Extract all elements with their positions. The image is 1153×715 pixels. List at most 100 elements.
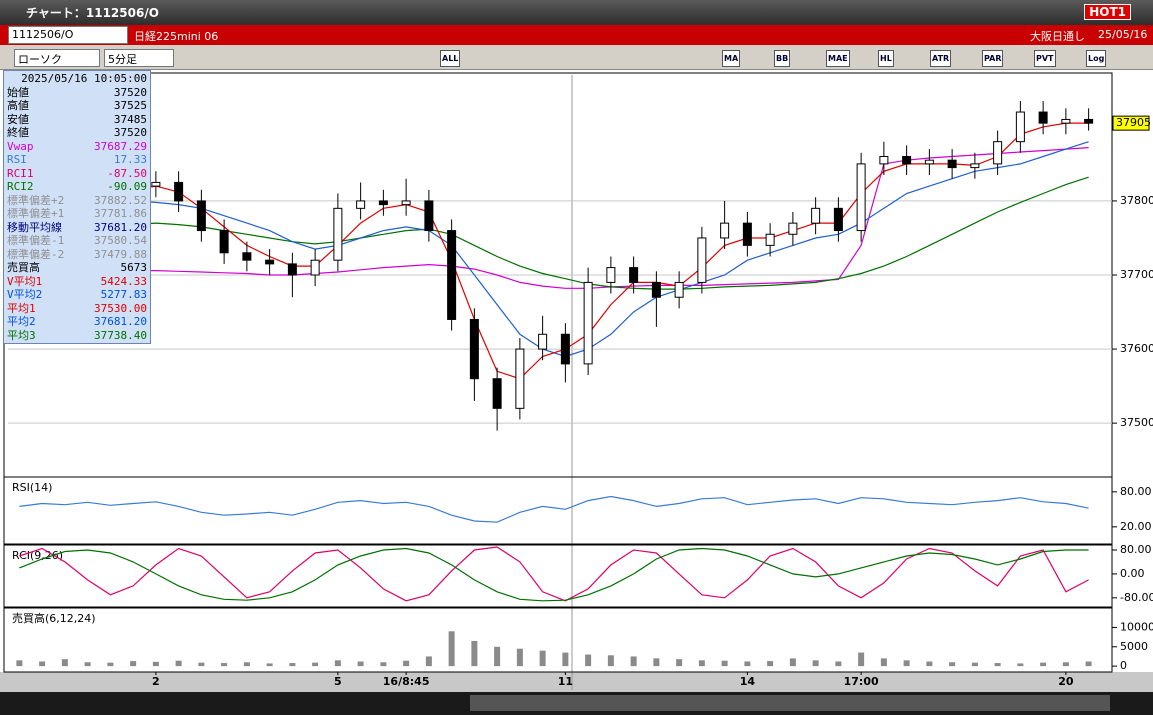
info-row: RCI2 -90.09 [7,180,147,194]
hot-badge[interactable]: HOT1 [1084,4,1131,20]
candle-body [924,159,934,165]
info-label: RCI1 [7,166,34,180]
candle-body [196,200,206,232]
panel-frame [3,476,1113,545]
symbol-combo[interactable]: 1112506/O [8,26,128,44]
candle-body [560,333,570,365]
volume-bar [562,652,569,667]
toolbar-button[interactable]: ATR [930,50,952,67]
info-label: 始値 [7,85,29,99]
info-row: 始値 37520 [7,86,147,100]
candle-body [515,348,525,409]
info-label: Vwap [7,139,34,153]
candle-body [310,259,320,276]
volume-bar [380,662,387,667]
info-value: 37882.52 [94,193,147,207]
info-label: 終値 [7,126,29,139]
volume-bar [403,660,410,667]
volume-bar [744,661,751,667]
candle-body [1084,118,1094,124]
series-line [19,547,1089,602]
toolbar-button[interactable]: ALL [440,50,461,67]
info-row: 平均1 37530.00 [7,302,147,316]
info-value: 37525 [113,99,147,112]
info-value: 37520 [113,126,147,139]
info-value: 37687.29 [94,139,147,153]
toolbar-button[interactable]: HL [878,50,894,67]
info-label: 平均1 [7,301,36,315]
instrument-name: 日経225mini 06 [134,30,219,43]
candle-body [287,263,297,276]
volume-bar [516,648,523,667]
panel-frame [3,607,1113,673]
x-tick-label: 2 [152,675,160,688]
info-row: RSI 17.33 [7,153,147,167]
volume-bar [289,663,296,667]
info-value: 37681.20 [94,220,147,234]
candle-body [492,378,502,409]
info-label: 平均2 [7,315,36,328]
candle-body [742,222,752,246]
interval-combo[interactable]: 5分足 [104,49,174,67]
candle-body [833,207,843,232]
panel-title: RSI(14) [12,481,52,494]
y-tick-label: 80.00 [1120,543,1152,556]
info-row: RCI1 -87.50 [7,167,147,181]
info-label: 標準偏差-1 [7,234,65,247]
panel-frame [3,544,1113,608]
volume-bar [1062,662,1069,667]
info-row: 標準偏差-1 37580.54 [7,234,147,248]
volume-bar [585,654,592,667]
candle-body [697,237,707,283]
info-label: V平均1 [7,274,43,288]
candle-body [265,259,275,265]
info-datetime: 2025/05/16 10:05:00 [21,72,147,85]
info-value: 37781.86 [94,207,147,220]
candle-body [765,233,775,246]
volume-bar [198,662,205,667]
volume-bar [425,656,432,667]
info-row: V平均2 5277.83 [7,288,147,302]
x-tick-label: 16/8:45 [383,675,430,688]
volume-bar [334,660,341,667]
candle-body [356,200,366,209]
volume-bar [994,663,1001,667]
volume-bar [767,661,774,667]
toolbar-button[interactable]: MAE [826,50,850,67]
series-line [19,495,1089,523]
candle-body [856,163,866,232]
info-label: 標準偏差+1 [7,207,65,220]
volume-bar [926,661,933,667]
x-tick-label: 17:00 [844,675,879,688]
volume-bar [971,662,978,667]
info-label: 標準偏差+2 [7,193,65,207]
date: 25/05/16 [1098,28,1148,41]
volume-bar [1017,663,1024,667]
info-value: -90.09 [107,180,147,193]
info-row: 終値 37520 [7,126,147,140]
volume-bar [266,663,273,667]
scroll-thumb[interactable] [470,695,1110,711]
toolbar-button[interactable]: MA [722,50,741,67]
candle-body [902,155,912,165]
info-value: 37738.40 [94,328,147,342]
chart-type-combo[interactable]: ローソク [14,49,100,67]
y-tick-label: 0 [1120,659,1127,672]
title-bar: チャート：1112506/O HOT1 [0,0,1153,25]
toolbar-button[interactable]: BB [774,50,791,67]
x-tick-label: 11 [558,675,573,688]
toolbar-button[interactable]: Log [1086,50,1107,67]
volume-bar [221,663,228,667]
volume-bar [243,662,250,667]
volume-bar [357,661,364,667]
y-tick-label: 10000 [1120,620,1153,633]
toolbar-button[interactable]: PAR [982,50,1004,67]
info-label: 安値 [7,112,29,126]
candle-body [947,159,957,169]
series-line [19,546,1089,602]
info-label: RCI2 [7,180,34,193]
y-tick-label: 0.00 [1120,567,1145,580]
toolbar-button[interactable]: PVT [1034,50,1056,67]
info-value: 37681.20 [94,315,147,328]
